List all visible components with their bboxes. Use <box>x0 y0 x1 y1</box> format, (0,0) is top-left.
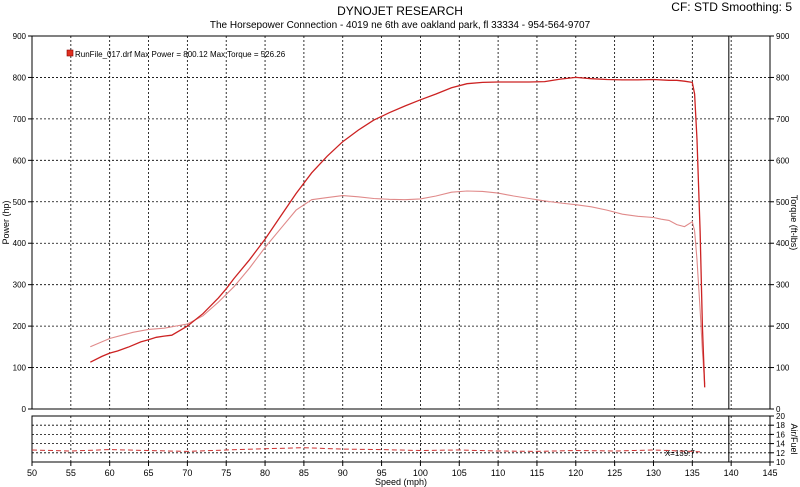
air-fuel-line <box>31 447 701 453</box>
y-tick-label: 400 <box>13 239 27 248</box>
legend: RunFile_017.drf Max Power = 800.12 Max T… <box>66 49 286 59</box>
y-tick-label: 600 <box>13 156 27 165</box>
correction-settings: CF: STD Smoothing: 5 <box>671 0 792 14</box>
y2-tick-label: 100 <box>776 364 790 373</box>
main-plot-frame <box>31 35 771 410</box>
y-tick-label: 200 <box>13 322 27 331</box>
axis-labels: Speed (mph) Power (hp) Torque (ft-lbs) Air/… <box>1 195 799 487</box>
afr-tick-label: 10 <box>776 458 785 467</box>
torque-line <box>90 190 706 385</box>
y2-tick-label: 400 <box>776 239 790 248</box>
x-tick-label: 145 <box>762 468 777 478</box>
x-tick-label: 95 <box>377 468 387 478</box>
y2-tick-label: 500 <box>776 198 790 207</box>
x-tick-label: 80 <box>260 468 270 478</box>
y-tick-label: 700 <box>13 115 27 124</box>
afr-tick-label: 18 <box>776 421 785 430</box>
y-tick-label: 900 <box>13 32 27 41</box>
x-axis-label: Speed (mph) <box>375 477 427 487</box>
x-tick-label: 60 <box>105 468 115 478</box>
y2-tick-label: 0 <box>776 405 781 414</box>
chart-title: DYNOJET RESEARCH <box>337 4 463 18</box>
x-tick-label: 140 <box>724 468 739 478</box>
cursor-readout: X=139.7 <box>665 449 696 458</box>
main-grid <box>31 35 771 410</box>
y2-tick-label: 600 <box>776 156 790 165</box>
y2-tick-label: 800 <box>776 73 790 82</box>
y-axis-label: Power (hp) <box>1 200 11 244</box>
x-tick-label: 115 <box>530 468 544 478</box>
x-tick-label: 90 <box>338 468 348 478</box>
x-tick-label: 105 <box>452 468 467 478</box>
legend-entry: RunFile_017.drf Max Power = 800.12 Max T… <box>75 50 286 59</box>
y2-axis-label: Torque (ft-lbs) <box>789 195 799 251</box>
x-tick-label: 120 <box>568 468 583 478</box>
tick-labels: 50 55 60 65 70 75 80 85 90 95 100 105 110 115 120 125 13… <box>13 32 790 478</box>
y-tick-label: 300 <box>13 281 27 290</box>
afr-tick-label: 14 <box>776 440 785 449</box>
x-tick-label: 50 <box>27 468 37 478</box>
x-tick-label: 100 <box>413 468 428 478</box>
x-tick-label: 85 <box>299 468 309 478</box>
x-tick-label: 65 <box>144 468 154 478</box>
y2-tick-label: 900 <box>776 32 790 41</box>
y-tick-label: 100 <box>13 364 27 373</box>
chart-subtitle: The Horsepower Connection - 4019 ne 6th … <box>209 20 591 31</box>
afr-plot-frame <box>31 415 771 463</box>
afr-tick-label: 16 <box>776 430 785 439</box>
x-tick-label: 70 <box>182 468 192 478</box>
y-tick-label: 800 <box>13 73 27 82</box>
x-tick-label: 55 <box>66 468 76 478</box>
x-tick-label: 130 <box>646 468 661 478</box>
x-tick-label: 135 <box>685 468 700 478</box>
y2-tick-label: 300 <box>776 281 790 290</box>
y2-tick-label: 700 <box>776 115 790 124</box>
y-tick-label: 0 <box>22 405 27 414</box>
legend-marker <box>66 49 74 57</box>
x-tick-label: 75 <box>221 468 231 478</box>
power-line <box>90 76 706 388</box>
afr-tick-label: 12 <box>776 449 785 458</box>
y-tick-label: 500 <box>13 198 27 207</box>
x-tick-label: 110 <box>491 468 505 478</box>
afr-grid: X=139.7 <box>31 415 771 463</box>
x-tick-label: 125 <box>607 468 622 478</box>
afr-axis-label: Air/Fuel <box>789 423 799 454</box>
y2-tick-label: 200 <box>776 322 790 331</box>
series-layer <box>31 76 706 453</box>
afr-tick-label: 20 <box>776 412 785 421</box>
